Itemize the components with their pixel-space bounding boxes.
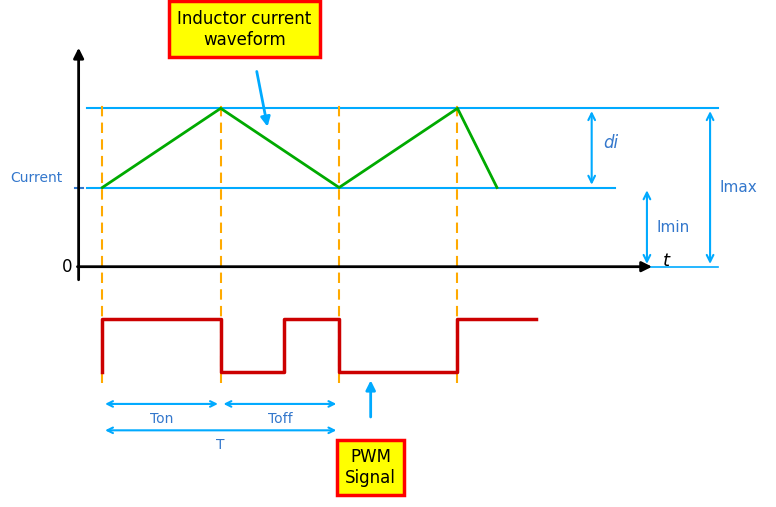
Text: 0: 0: [61, 258, 72, 276]
Text: Current: Current: [11, 171, 63, 185]
Text: Toff: Toff: [268, 412, 293, 426]
Text: t: t: [663, 252, 670, 270]
Text: Imax: Imax: [719, 180, 757, 195]
Text: PWM
Signal: PWM Signal: [345, 448, 396, 487]
Text: Inductor current
waveform: Inductor current waveform: [177, 10, 311, 49]
Text: T: T: [217, 438, 225, 452]
Text: di: di: [604, 134, 618, 152]
Text: Imin: Imin: [656, 220, 690, 235]
Text: Ton: Ton: [150, 412, 173, 426]
